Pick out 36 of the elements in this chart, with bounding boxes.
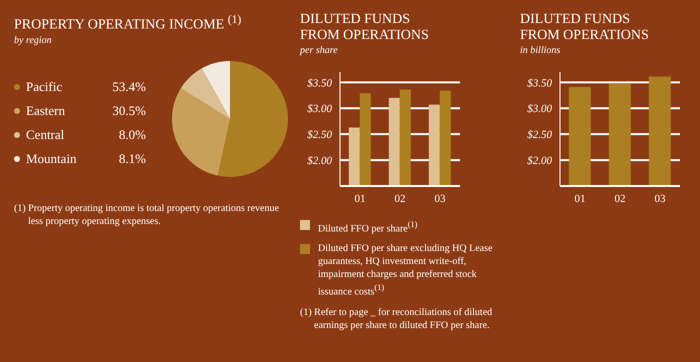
text: (1) Property operating income is total property operations revenue less property operating expenses. [14, 202, 280, 228]
y-tick-label: $2.00 [307, 154, 332, 167]
text: (1) Refer to page _ for reconciliations of diluted earnings per share to diluted FFO per share. [300, 306, 494, 332]
chart-subtitle: per share [300, 45, 339, 56]
legend-label: Eastern [26, 102, 66, 120]
chart-title: DILUTED FUNDS FROM OPERATIONS [520, 12, 650, 44]
pie-slice [202, 60, 230, 119]
x-tick-label: 02 [394, 192, 406, 205]
y-tick-label: $3.00 [307, 103, 332, 116]
y-tick-label: $3.50 [527, 77, 552, 90]
x-tick-label: 01 [574, 192, 586, 205]
y-tick-label: $3.50 [307, 77, 332, 90]
legend-label: Diluted FFO per share$^{(1)}$ [318, 219, 418, 236]
chart-title: DILUTED FUNDS FROM OPERATIONS [300, 12, 430, 44]
y-tick-label: $2.50 [527, 129, 552, 142]
pie-slice [172, 88, 230, 176]
x-tick-label: 03 [654, 192, 666, 205]
data-label: 8.1% [118, 150, 146, 168]
x-tick-label: 01 [354, 192, 366, 205]
legend-label: Mountain [26, 150, 78, 168]
x-tick-label: 03 [434, 192, 446, 205]
chart-subtitle: by region [14, 34, 53, 46]
chart-title: PROPERTY OPERATING INCOME $^{(1)}$ [14, 12, 242, 34]
data-label: 30.5% [111, 102, 146, 120]
chart-subtitle: in billions [520, 45, 562, 56]
pie-slice [218, 60, 288, 177]
data-label: 53.4% [111, 78, 146, 96]
y-tick-label: $3.00 [527, 103, 552, 116]
y-tick-label: $2.00 [527, 154, 552, 167]
pie-slice [180, 68, 230, 119]
legend-label: Central [26, 126, 66, 144]
data-label: 8.0% [118, 126, 146, 144]
legend-label: Pacific [26, 78, 64, 96]
legend-label: Diluted FFO per share excluding HQ Lease guarantess, HQ investment write-off, impairment charges and preferred stock issuance costs$^{(1)}$ [318, 242, 494, 299]
x-tick-label: 02 [614, 192, 626, 205]
y-tick-label: $2.50 [307, 129, 332, 142]
